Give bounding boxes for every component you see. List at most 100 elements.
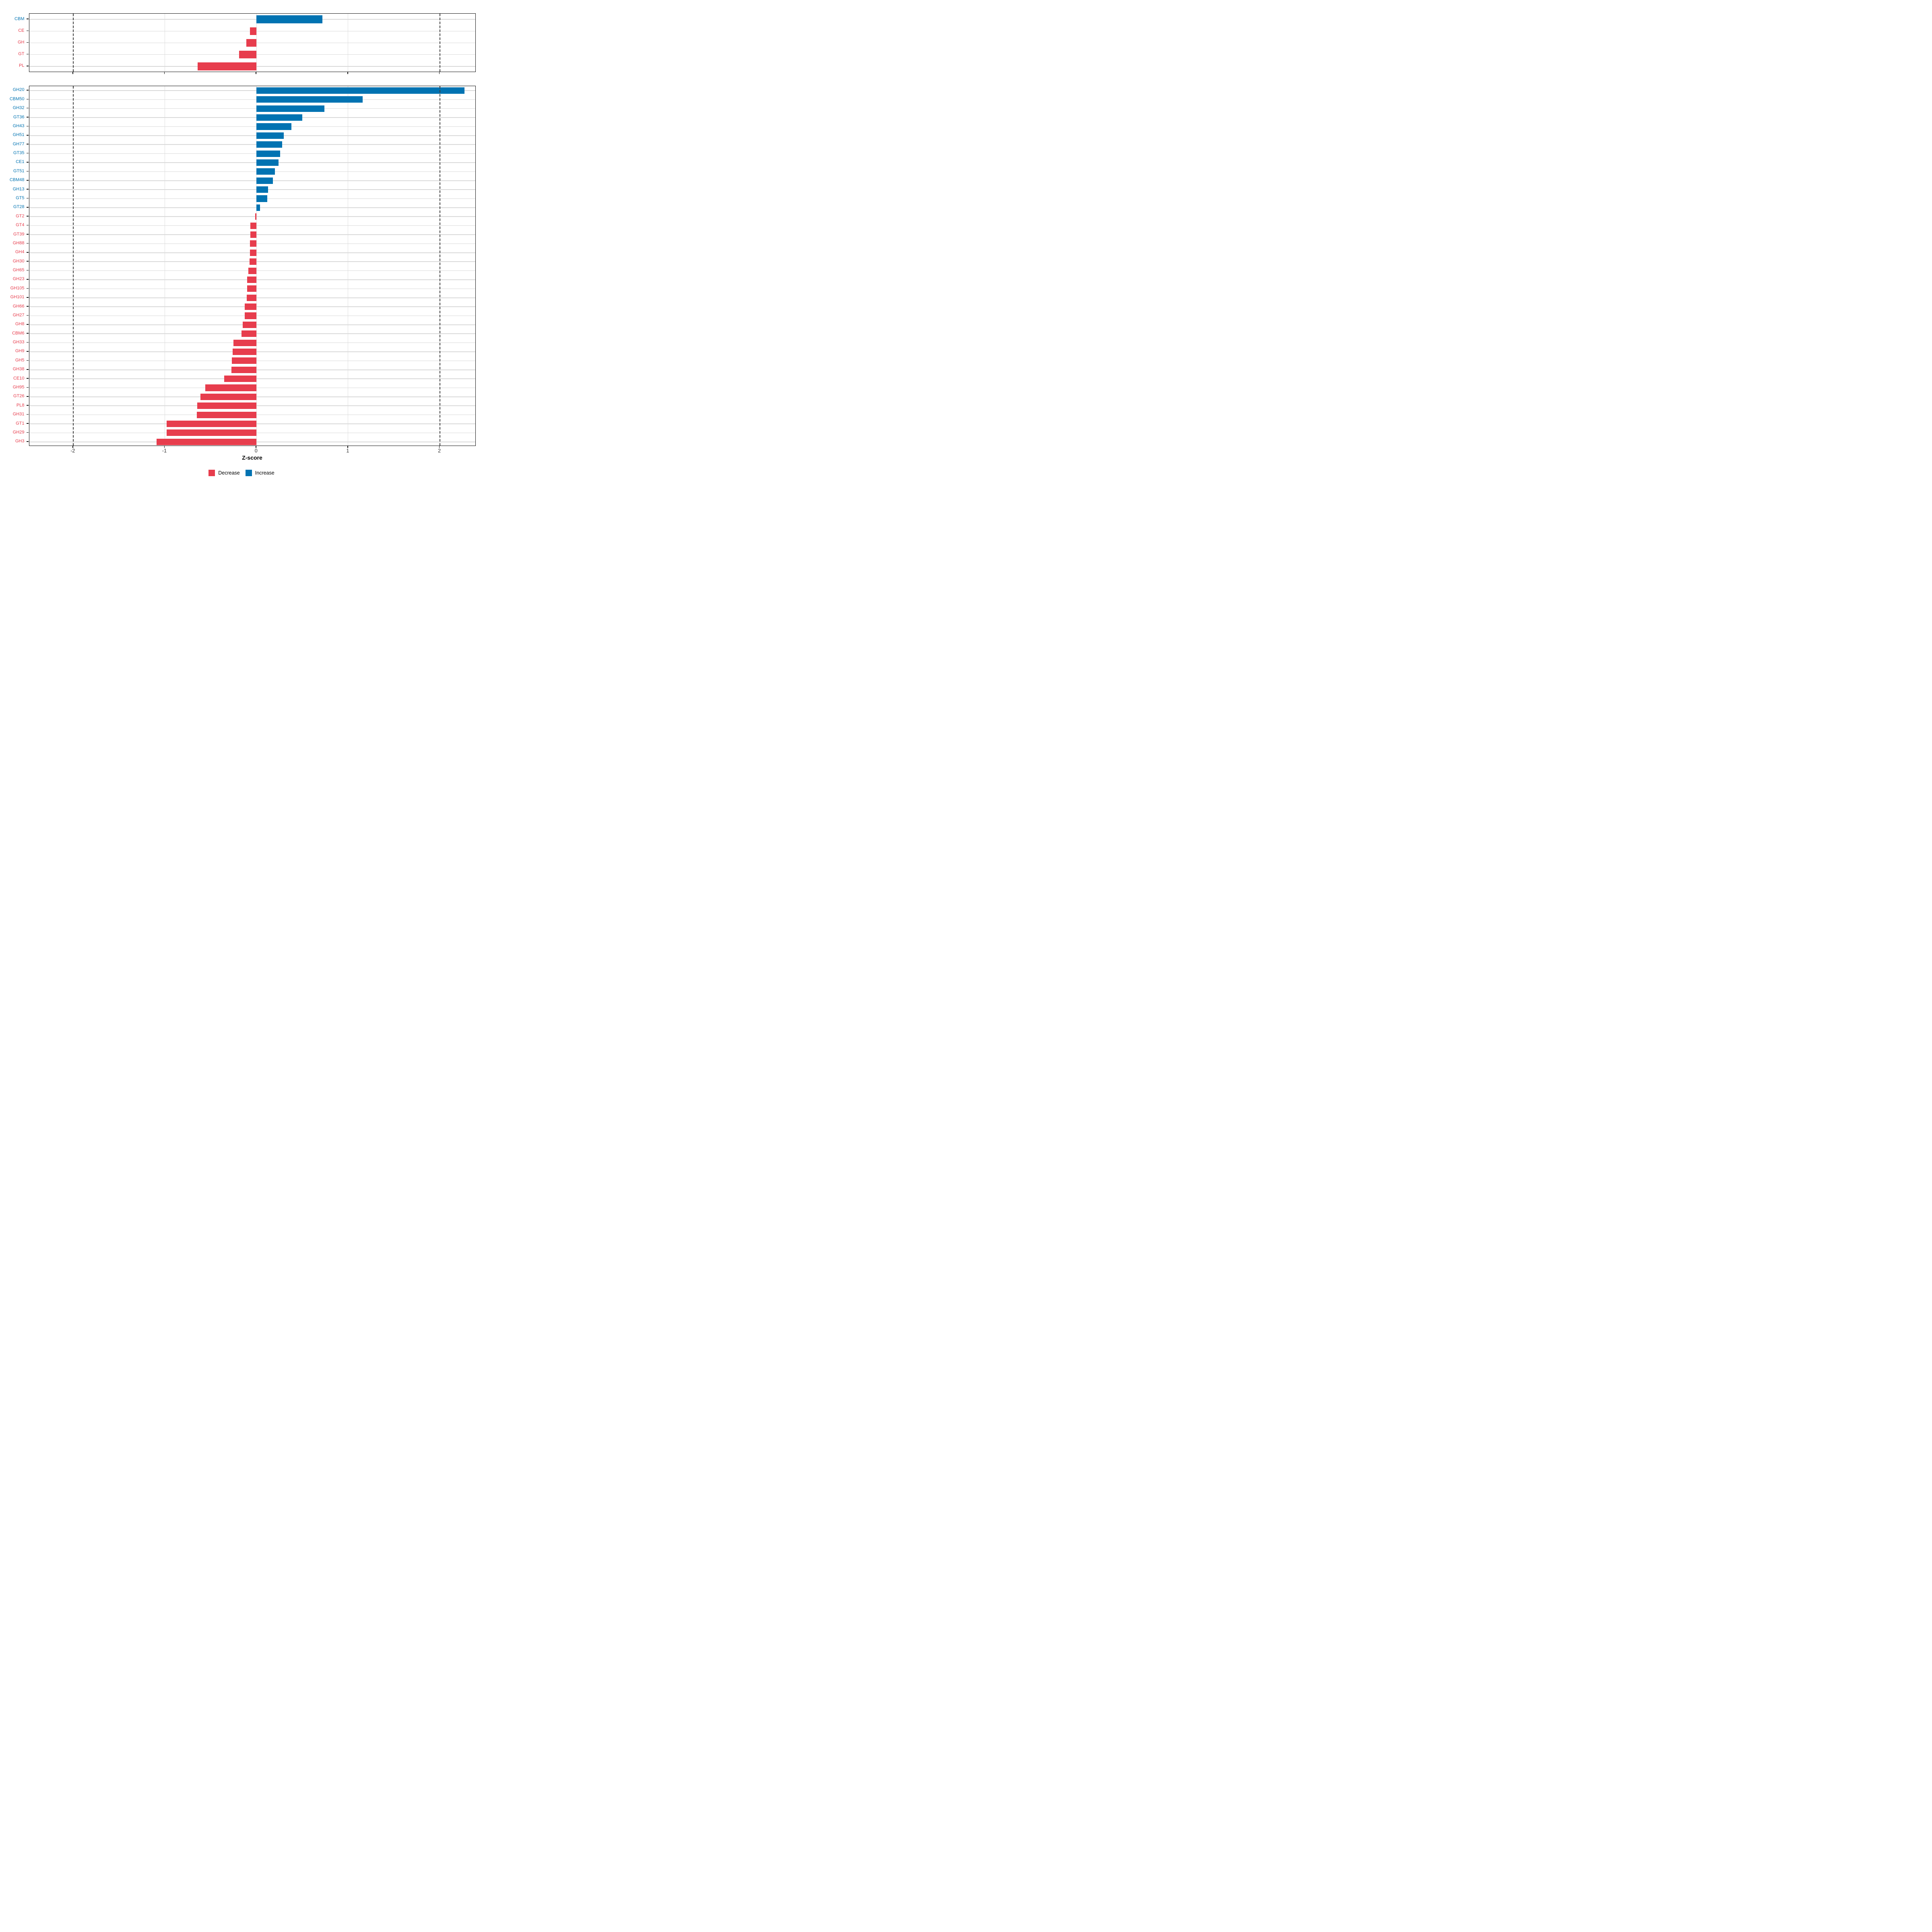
bar-gh31 [197,411,257,418]
bar-gh32 [256,105,324,112]
y-axis-tick [26,126,29,127]
category-label-pl: PL [19,63,25,68]
cazyme-family-panel [29,85,476,446]
legend-key-decrease-swatch [208,470,215,476]
bar-gh20 [256,87,465,94]
bar-pl8 [197,402,257,409]
category-label-gh23: GH23 [12,277,25,282]
y-axis-tick [26,180,29,181]
row-gridline [29,189,475,190]
legend-label-increase: Increase [255,470,275,476]
category-label-gh3: GH3 [15,439,25,444]
x-axis-tick [439,446,440,448]
row-gridline [29,99,475,100]
reference-line-dashed [72,13,74,72]
y-axis-tick [26,414,29,415]
category-label-gt28: GT28 [13,204,25,210]
row-gridline [29,180,475,181]
bar-cbm [256,15,323,23]
bar-gh5 [231,357,257,364]
category-label-gh20: GH20 [12,87,25,93]
y-axis-tick [26,351,29,352]
bar-cbm6 [241,330,257,337]
category-label-ce10: CE10 [13,376,25,381]
x-axis-tick [72,72,73,74]
legend-label-decrease: Decrease [218,470,240,476]
bar-gh [246,39,257,47]
x-tick-label-2: 2 [438,448,441,454]
y-axis-tick [26,135,29,136]
category-label-pl8: PL8 [16,402,25,408]
category-label-gt5: GT5 [16,196,25,201]
bar-gh65 [248,267,257,274]
row-gridline [29,19,475,20]
x-tick-label-1: 1 [346,448,349,454]
category-label-gt36: GT36 [13,114,25,120]
bar-gh13 [256,186,268,193]
bar-gt4 [250,222,257,229]
row-gridline [29,90,475,91]
category-label-gt51: GT51 [13,168,25,173]
category-label-gh4: GH4 [15,250,25,255]
y-axis-tick [26,423,29,424]
bar-gt5 [256,195,268,202]
vertical-gridline [256,13,257,72]
category-label-gh65: GH65 [12,268,25,273]
x-tick-label--1: -1 [162,448,167,454]
bar-ce10 [224,376,257,382]
bar-gh8 [243,321,257,328]
y-axis-tick [26,387,29,388]
bar-gt [239,51,257,59]
category-label-gh13: GH13 [12,186,25,192]
category-label-gt1: GT1 [16,421,25,426]
bar-gt26 [200,393,257,400]
y-axis-tick [26,99,29,100]
row-gridline [29,108,475,109]
bar-gh88 [250,240,257,247]
category-label-gh31: GH31 [12,412,25,417]
category-label-gh: GH [18,40,25,45]
y-axis-tick [26,342,29,343]
y-axis-tick [26,117,29,118]
bar-gh30 [249,258,257,265]
bar-gt51 [256,168,275,175]
bar-gh105 [247,285,257,292]
bar-cbm48 [256,177,273,184]
x-axis-tick [72,446,73,448]
bar-gt1 [167,420,257,427]
legend-item-increase: Increase [245,470,275,476]
y-axis-tick [26,234,29,235]
category-label-gh27: GH27 [12,312,25,318]
y-axis-tick [26,198,29,199]
y-axis-tick [26,207,29,208]
bar-gt28 [256,204,260,211]
y-axis-tick [26,171,29,172]
bar-ce1 [256,159,279,166]
row-gridline [29,144,475,145]
y-axis-tick [26,243,29,244]
x-axis-tick [347,446,348,448]
category-label-gh105: GH105 [10,285,25,291]
y-axis-tick [26,216,29,217]
category-label-gh32: GH32 [12,105,25,111]
row-gridline [29,117,475,118]
bar-gh101 [247,294,257,301]
category-label-gh30: GH30 [12,258,25,264]
y-axis-tick [26,441,29,442]
bar-gh4 [250,249,257,256]
bar-ce [250,27,257,35]
category-label-cbm: CBM [14,16,25,21]
category-label-gh8: GH8 [15,322,25,327]
category-label-gh66: GH66 [12,303,25,309]
bar-gh66 [245,303,257,310]
category-label-ce: CE [18,28,25,33]
legend-item-decrease: Decrease [208,470,240,476]
category-label-gt: GT [18,52,25,57]
reference-line-dashed [72,86,74,446]
category-label-gh33: GH33 [12,340,25,345]
category-label-gt4: GT4 [16,223,25,228]
y-axis-tick [26,90,29,91]
x-axis-tick [439,72,440,74]
bar-gh43 [256,123,291,130]
row-gridline [29,198,475,199]
